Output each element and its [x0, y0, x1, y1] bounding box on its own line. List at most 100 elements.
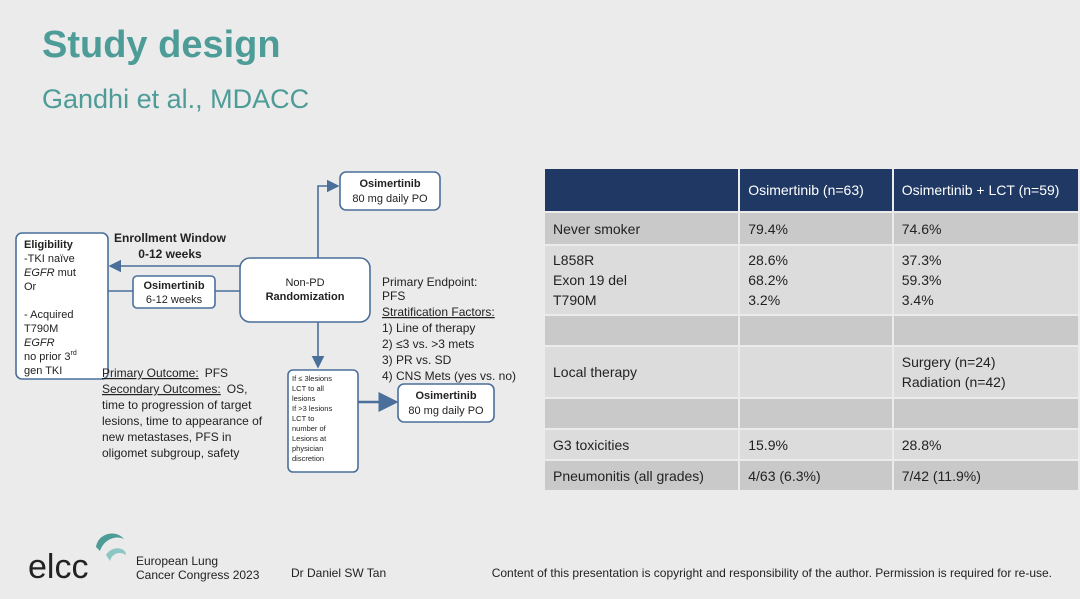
- table-cell: [740, 399, 892, 428]
- text: LCT to: [292, 414, 314, 423]
- table-cell: G3 toxicities: [545, 430, 739, 459]
- text: If ≤ 3lesions: [292, 374, 332, 383]
- table-cell: Pneumonitis (all grades): [545, 461, 739, 490]
- text: 1) Line of therapy: [382, 321, 475, 335]
- table-row: G3 toxicities 15.9% 28.8%: [545, 430, 1078, 459]
- table-cell: [893, 316, 1078, 345]
- table-row: [545, 316, 1078, 345]
- text: 80 mg daily PO: [352, 193, 428, 205]
- header-cell: Osimertinib + LCT (n=59): [893, 169, 1078, 211]
- cell-text: Radiation (n=42): [901, 374, 1006, 390]
- table-row: Pneumonitis (all grades) 4/63 (6.3%) 7/42 …: [545, 461, 1078, 490]
- cell-text: 4/63 (6.3%): [748, 467, 821, 484]
- text: rd: [70, 350, 76, 357]
- cell-text: G3 toxicities: [553, 436, 630, 453]
- table-cell: [545, 316, 739, 345]
- text: physician: [292, 444, 323, 453]
- cell-text: 3.2%: [748, 292, 781, 308]
- header-cell: Osimertinib (n=63): [740, 169, 892, 211]
- text: 3) PR vs. SD: [382, 353, 452, 367]
- table-cell: Never smoker: [545, 213, 739, 244]
- text: T790M: [24, 323, 58, 335]
- text: If >3 lesions: [292, 404, 332, 413]
- cell-text: 15.9%: [748, 436, 788, 453]
- cell-text: 74.6%: [901, 220, 942, 237]
- text: -TKI naïve: [24, 253, 75, 265]
- table-cell: 7/42 (11.9%): [893, 461, 1078, 490]
- table-row: [545, 399, 1078, 428]
- table-cell: 15.9%: [740, 430, 892, 459]
- table-row: L858R Exon 19 del T790M 28.6% 68.2% 3.2% 37.3%…: [545, 246, 1078, 314]
- cell-text: 37.3%: [901, 252, 942, 268]
- text: Secondary Outcomes:: [102, 382, 221, 396]
- cell-text: 79.4%: [748, 220, 788, 237]
- cell-text: Pneumonitis (all grades): [553, 467, 704, 484]
- text: 4) CNS Mets (yes vs. no): [382, 369, 516, 383]
- text: Randomization: [266, 291, 345, 303]
- svg-text:EGFR mut: EGFR mut: [24, 267, 76, 279]
- logo: elcc: [28, 548, 88, 586]
- table-cell: Local therapy: [545, 347, 739, 397]
- text: mut: [58, 267, 76, 279]
- table-cell: L858R Exon 19 del T790M: [545, 246, 739, 314]
- text: Or: [24, 281, 37, 293]
- text: no prior 3: [24, 351, 70, 363]
- table-cell: [740, 347, 892, 397]
- text: Lesions at: [292, 434, 327, 443]
- text: number of: [292, 424, 327, 433]
- cell-text: Local therapy: [553, 364, 638, 380]
- cell-text: L858R: [553, 252, 595, 268]
- text: Dr Daniel SW Tan: [291, 566, 386, 580]
- text: - Acquired: [24, 309, 74, 321]
- text: oligomet subgroup, safety: [102, 446, 239, 460]
- text: Content of this presentation is copyrigh…: [492, 566, 1052, 580]
- text: European Lung: [136, 554, 218, 568]
- text: 0-12 weeks: [138, 247, 202, 261]
- table-cell: 4/63 (6.3%): [740, 461, 892, 490]
- text: EGFR: [24, 267, 55, 279]
- cell-text: Exon 19 del: [553, 272, 627, 288]
- svg-text:Secondary Outcomes:OS,: Secondary Outcomes: OS,: [102, 382, 247, 396]
- table-cell: 74.6%: [893, 213, 1078, 244]
- text: lesions: [292, 394, 316, 403]
- text: Osimertinib: [143, 280, 204, 292]
- cell-text: Surgery (n=24): [901, 354, 996, 370]
- text: new metastases, PFS in: [102, 430, 231, 444]
- text: PFS: [382, 289, 405, 303]
- header-cell: [545, 169, 739, 211]
- cell-text: 59.3%: [901, 272, 942, 288]
- text: Osimertinib: [415, 390, 476, 402]
- cell-text: 3.4%: [901, 292, 934, 308]
- results-table: Osimertinib (n=63) Osimertinib + LCT (n=5…: [543, 167, 1080, 492]
- text: gen TKI: [24, 365, 62, 377]
- subtitle: Gandhi et al., MDACC: [42, 84, 310, 114]
- text: lesions, time to appearance of: [102, 414, 263, 428]
- text: Eligibility: [24, 239, 74, 251]
- text: PFS: [205, 366, 228, 380]
- text: 2) ≤3 vs. >3 mets: [382, 337, 474, 351]
- text: Primary Endpoint:: [382, 275, 477, 289]
- footer: elcc European Lung Cancer Congress 2023 …: [28, 533, 1052, 586]
- text: 80 mg daily PO: [408, 405, 484, 417]
- text: Primary Outcome:: [102, 366, 199, 380]
- cell-text: 7/42 (11.9%): [901, 467, 981, 484]
- text: Enrollment Window: [114, 231, 227, 245]
- diagram: Eligibility -TKI naïve EGFR mut Or - Acq…: [15, 171, 516, 473]
- cell-text: 28.8%: [901, 436, 942, 453]
- table-cell: [545, 399, 739, 428]
- table-row: Local therapy Surgery (n=24) Radiation (n=…: [545, 347, 1078, 397]
- text: Osimertinib: [359, 178, 420, 190]
- text: Cancer Congress 2023: [136, 568, 260, 582]
- table-cell: 28.8%: [893, 430, 1078, 459]
- cell-text: 28.6%: [748, 252, 788, 268]
- title: Study design: [42, 24, 281, 66]
- text: OS,: [227, 382, 248, 396]
- table-row: Never smoker 79.4% 74.6%: [545, 213, 1078, 244]
- text: Stratification Factors:: [382, 305, 495, 319]
- table-cell: [740, 316, 892, 345]
- cell-text: 68.2%: [748, 272, 788, 288]
- cell-text: Never smoker: [553, 220, 641, 237]
- cell-text: T790M: [553, 292, 597, 308]
- text: 6-12 weeks: [146, 294, 203, 306]
